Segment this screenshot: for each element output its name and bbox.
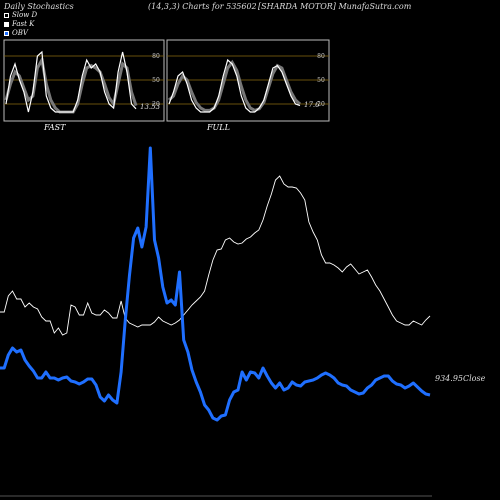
legend: Slow D Fast K OBV	[4, 11, 37, 38]
fast-tick-20: 20	[152, 101, 160, 108]
obv-line	[0, 146, 431, 422]
main-chart: 934.95Close	[0, 146, 486, 497]
full-tick-20: 20	[317, 101, 325, 108]
chart-title-center: (14,3,3) Charts for 535602	[148, 2, 257, 11]
full-panel: 80 50 20 17.6 FULL	[166, 39, 330, 132]
legend-item-obv: OBV	[4, 29, 37, 38]
legend-swatch-obv	[4, 31, 9, 36]
fast-tick-80: 80	[152, 53, 160, 60]
close-value-label: 934.95Close	[435, 374, 486, 383]
legend-label-fast-k: Fast K	[12, 20, 35, 28]
legend-label-slow-d: Slow D	[12, 11, 38, 19]
legend-item-fast-k: Fast K	[4, 20, 37, 29]
close-price-line	[0, 175, 431, 336]
legend-swatch-fast-k	[4, 22, 9, 27]
full-panel-frame	[166, 39, 330, 122]
legend-label-obv: OBV	[12, 29, 28, 37]
full-tick-50: 50	[317, 77, 325, 84]
legend-item-slow-d: Slow D	[4, 11, 37, 20]
fast-panel-label: FAST	[43, 123, 66, 132]
legend-swatch-slow-d	[4, 13, 9, 18]
fast-fast-k-line	[5, 50, 137, 113]
full-tick-80: 80	[317, 53, 325, 60]
chart-title-left: Daily Stochastics	[4, 2, 74, 11]
full-value-label: 17.6	[304, 101, 320, 109]
fast-panel: 80 50 20 13.53 FAST	[3, 39, 165, 132]
full-panel-label: FULL	[206, 123, 230, 132]
chart-title-right: [SHARDA MOTOR] MunafaSutra.com	[258, 2, 412, 11]
fast-value-label: 13.53	[140, 103, 161, 111]
full-fast-k-line	[168, 58, 301, 113]
fast-tick-50: 50	[152, 77, 160, 84]
